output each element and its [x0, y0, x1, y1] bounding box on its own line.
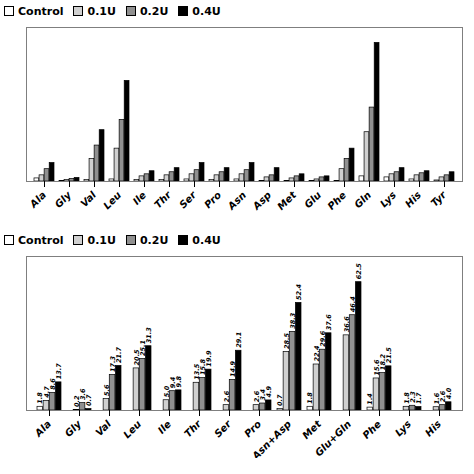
svg-text:0.7: 0.7 [276, 394, 285, 407]
svg-text:2.6: 2.6 [438, 390, 447, 403]
svg-text:Glu: Glu [302, 189, 323, 210]
svg-text:13.5: 13.5 [192, 363, 201, 380]
svg-text:15.8: 15.8 [198, 359, 207, 376]
svg-text:18.2: 18.2 [378, 354, 387, 371]
html-text:0.4U: 0.4U [192, 233, 221, 247]
svg-text:1.7: 1.7 [415, 392, 423, 404]
svg-text:Asn: Asn [225, 189, 248, 212]
svg-text:Thr: Thr [152, 188, 174, 210]
html-text:0.1U: 0.1U [87, 233, 116, 247]
svg-text:Ser: Ser [212, 417, 234, 439]
svg-text:Lys: Lys [378, 189, 398, 209]
svg-text:13.7: 13.7 [55, 363, 63, 380]
svg-text:8.6: 8.6 [48, 378, 57, 390]
svg-text:4.9: 4.9 [265, 385, 273, 397]
html-text:0.2U: 0.2U [139, 233, 169, 247]
svg-text:Ala: Ala [32, 418, 53, 439]
html-text:Control: Control [18, 4, 64, 18]
svg-text:Gln: Gln [352, 189, 373, 210]
svg-text:9.4: 9.4 [168, 376, 177, 389]
svg-text:4.7: 4.7 [42, 386, 51, 398]
svg-text:Pro: Pro [242, 418, 263, 439]
html-text:Control: Control [18, 233, 64, 247]
svg-text:His: His [423, 418, 443, 438]
svg-text:Met: Met [300, 417, 324, 441]
svg-text:36.6: 36.6 [342, 316, 351, 333]
svg-text:Asn+Asp: Asn+Asp [249, 418, 293, 458]
svg-text:Ala: Ala [27, 189, 48, 210]
svg-text:4.0: 4.0 [445, 387, 453, 399]
svg-text:19.9: 19.9 [205, 350, 213, 367]
svg-text:Phe: Phe [360, 418, 383, 441]
svg-text:3.6: 3.6 [78, 388, 87, 401]
svg-text:His: His [403, 189, 423, 209]
svg-text:Val: Val [78, 189, 98, 209]
svg-text:31.3: 31.3 [145, 327, 153, 344]
svg-text:22.4: 22.4 [312, 345, 321, 362]
html-text:0.4U: 0.4U [192, 4, 221, 18]
svg-text:0.2: 0.2 [72, 395, 81, 408]
html-text:0.1U: 0.1U [87, 4, 116, 18]
svg-text:29.6: 29.6 [318, 330, 327, 347]
svg-text:29.1: 29.1 [235, 332, 243, 348]
svg-text:Gly: Gly [63, 418, 84, 439]
svg-text:2.3: 2.3 [408, 391, 417, 403]
svg-text:Leu: Leu [101, 189, 123, 211]
svg-text:2.6: 2.6 [252, 390, 261, 403]
svg-text:5.0: 5.0 [162, 385, 171, 398]
svg-text:Tyr: Tyr [429, 188, 449, 208]
svg-text:46.4: 46.4 [348, 296, 357, 313]
svg-text:Thr: Thr [182, 417, 204, 439]
html-text:0.2U: 0.2U [139, 4, 169, 18]
svg-text:2.6: 2.6 [222, 390, 231, 403]
svg-text:5.6: 5.6 [102, 384, 111, 396]
svg-text:17.3: 17.3 [108, 355, 117, 372]
svg-text:1.6: 1.6 [432, 392, 441, 405]
svg-text:1.4: 1.4 [366, 393, 375, 405]
svg-text:37.6: 37.6 [325, 314, 333, 331]
svg-text:20.5: 20.5 [132, 349, 141, 366]
svg-text:Asp: Asp [250, 189, 273, 212]
svg-text:9.8: 9.8 [175, 375, 183, 387]
svg-text:Glu+Gln: Glu+Gln [313, 418, 353, 458]
svg-text:21.7: 21.7 [115, 346, 123, 363]
svg-text:Ser: Ser [177, 188, 199, 210]
svg-text:1.8: 1.8 [306, 392, 315, 404]
svg-text:1.8: 1.8 [36, 392, 45, 404]
svg-text:3.4: 3.4 [258, 389, 267, 401]
svg-text:15.6: 15.6 [372, 359, 381, 376]
svg-text:62.5: 62.5 [355, 263, 363, 280]
svg-text:25.1: 25.1 [138, 339, 147, 356]
svg-text:Leu: Leu [121, 418, 143, 440]
svg-text:52.4: 52.4 [295, 283, 303, 300]
svg-text:14.9: 14.9 [228, 360, 237, 377]
svg-text:Val: Val [93, 418, 113, 438]
svg-text:0.7: 0.7 [85, 394, 93, 406]
svg-text:21.5: 21.5 [385, 347, 393, 364]
svg-text:28.5: 28.5 [282, 332, 291, 349]
svg-text:1.8: 1.8 [402, 392, 411, 404]
svg-text:Ile: Ile [156, 418, 174, 436]
svg-text:Gly: Gly [53, 189, 74, 210]
svg-text:Lys: Lys [393, 418, 413, 438]
svg-text:Pro: Pro [202, 189, 223, 210]
svg-text:Phe: Phe [325, 189, 348, 212]
svg-text:38.3: 38.3 [288, 312, 297, 329]
svg-text:Met: Met [275, 188, 299, 212]
svg-text:Ile: Ile [131, 189, 149, 207]
